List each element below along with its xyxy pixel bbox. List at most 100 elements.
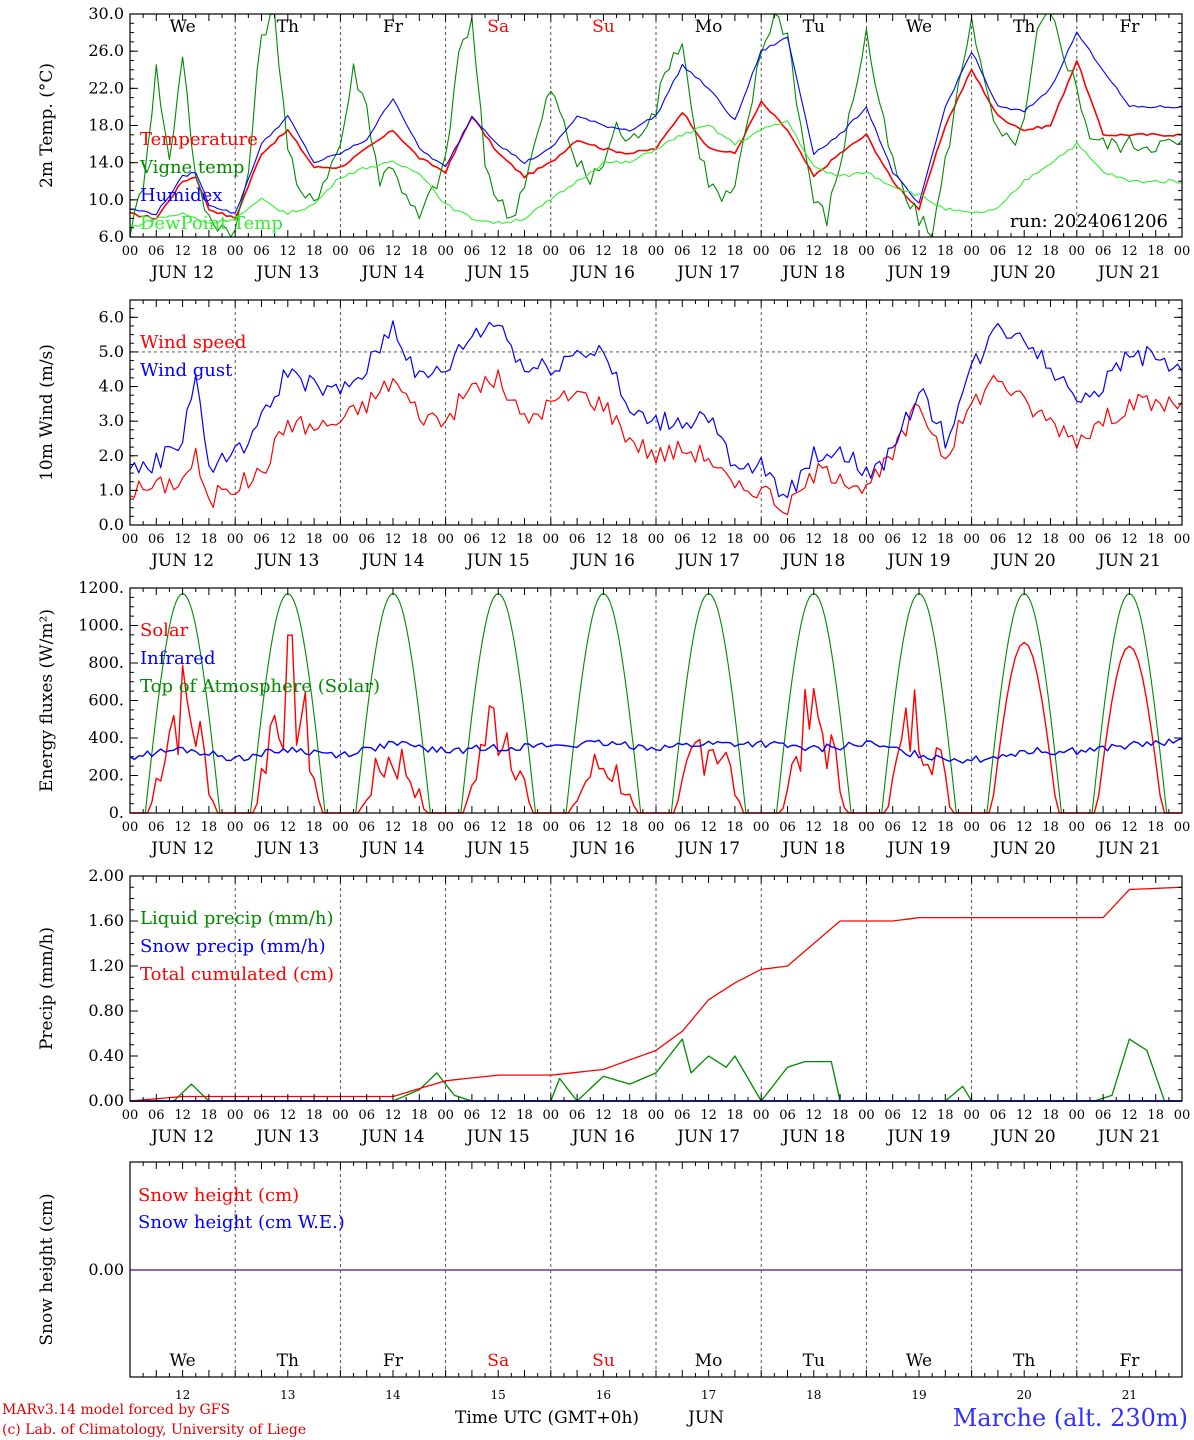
x-hour-tick-label: 00 bbox=[963, 820, 980, 835]
x-hour-tick-label: 06 bbox=[779, 820, 796, 835]
x-hour-tick-label: 18 bbox=[832, 532, 849, 547]
y-tick-label: 0.00 bbox=[88, 1260, 124, 1279]
y-tick-label: 0.0 bbox=[99, 515, 124, 534]
x-hour-tick-label: 18 bbox=[937, 820, 954, 835]
x-hour-tick-label: 12 bbox=[280, 244, 297, 259]
day-name-label: We bbox=[170, 1351, 196, 1371]
x-hour-tick-label: 06 bbox=[884, 532, 901, 547]
y-tick-label: 10.0 bbox=[88, 190, 124, 209]
x-date-label: JUN 19 bbox=[885, 551, 950, 571]
x-hour-tick-label: 06 bbox=[990, 820, 1007, 835]
day-number-label: 20 bbox=[1017, 1388, 1032, 1402]
x-date-label: JUN 20 bbox=[991, 1127, 1056, 1147]
x-date-label: JUN 14 bbox=[359, 263, 424, 283]
x-date-label: JUN 14 bbox=[359, 839, 424, 859]
y-tick-label: 0.40 bbox=[88, 1046, 124, 1065]
x-hour-tick-label: 06 bbox=[990, 244, 1007, 259]
x-hour-tick-label: 00 bbox=[437, 244, 454, 259]
x-hour-tick-label: 06 bbox=[464, 244, 481, 259]
x-hour-tick-label: 06 bbox=[253, 244, 270, 259]
x-hour-tick-label: 12 bbox=[490, 244, 507, 259]
x-hour-tick-label: 18 bbox=[201, 244, 218, 259]
x-hour-tick-label: 06 bbox=[884, 1108, 901, 1123]
x-hour-tick-label: 12 bbox=[280, 1108, 297, 1123]
x-hour-tick-label: 00 bbox=[437, 532, 454, 547]
y-tick-label: 4.0 bbox=[99, 377, 124, 396]
x-hour-tick-label: 18 bbox=[621, 532, 638, 547]
x-hour-tick-label: 12 bbox=[1121, 1108, 1138, 1123]
x-hour-tick-label: 12 bbox=[700, 1108, 717, 1123]
x-hour-tick-label: 06 bbox=[990, 1108, 1007, 1123]
panel-frame-2 bbox=[129, 299, 1183, 526]
y-tick-label: 1000. bbox=[78, 616, 124, 635]
legend-entry: Wind speed bbox=[140, 332, 246, 353]
x-hour-tick-label: 12 bbox=[806, 532, 823, 547]
x-hour-tick-label: 12 bbox=[385, 532, 402, 547]
x-date-label: JUN 21 bbox=[1096, 839, 1161, 859]
y-tick-label: 2.0 bbox=[99, 446, 124, 465]
series-line-green bbox=[129, 13, 1183, 238]
day-name-label: Tu bbox=[803, 1351, 825, 1371]
x-hour-tick-label: 00 bbox=[1174, 532, 1191, 547]
x-hour-tick-label: 06 bbox=[779, 1108, 796, 1123]
panel-frame-1 bbox=[129, 13, 1183, 238]
x-hour-tick-label: 00 bbox=[963, 532, 980, 547]
x-hour-tick-label: 06 bbox=[1095, 244, 1112, 259]
day-number-label: 15 bbox=[491, 1388, 506, 1402]
y-tick-label: 1.60 bbox=[88, 911, 124, 930]
x-date-label: JUN 17 bbox=[675, 263, 740, 283]
text-layer: 6.0 10.0 14.0 18.0 22.0 26.0 30.0 2m Temp. (°C)… bbox=[37, 4, 1190, 1402]
x-hour-tick-label: 18 bbox=[306, 1108, 323, 1123]
x-hour-tick-label: 12 bbox=[595, 1108, 612, 1123]
day-name-label: Su bbox=[592, 17, 615, 37]
x-date-label: JUN 20 bbox=[991, 839, 1056, 859]
x-hour-tick-label: 00 bbox=[648, 820, 665, 835]
x-hour-tick-label: 00 bbox=[1069, 244, 1086, 259]
y-tick-label: 3.0 bbox=[99, 411, 124, 430]
x-hour-tick-label: 06 bbox=[569, 820, 586, 835]
x-hour-tick-label: 12 bbox=[1121, 244, 1138, 259]
x-hour-tick-label: 06 bbox=[674, 820, 691, 835]
x-hour-tick-label: 06 bbox=[358, 532, 375, 547]
legend-entry: Snow height (cm) bbox=[138, 1185, 299, 1206]
legend-entry: Infrared bbox=[140, 648, 215, 669]
x-hour-tick-label: 18 bbox=[201, 820, 218, 835]
x-date-label: JUN 18 bbox=[780, 551, 845, 571]
x-hour-tick-label: 18 bbox=[411, 820, 428, 835]
x-hour-tick-label: 00 bbox=[858, 1108, 875, 1123]
x-hour-tick-label: 18 bbox=[1042, 244, 1059, 259]
x-hour-tick-label: 00 bbox=[543, 1108, 560, 1123]
x-hour-tick-label: 18 bbox=[1147, 532, 1164, 547]
x-hour-tick-label: 18 bbox=[937, 1108, 954, 1123]
x-hour-tick-label: 06 bbox=[148, 1108, 165, 1123]
y-axis-label: Energy fluxes (W/m²) bbox=[37, 609, 57, 792]
x-date-label: JUN 12 bbox=[149, 551, 214, 571]
x-hour-tick-label: 00 bbox=[543, 244, 560, 259]
y-tick-label: 18.0 bbox=[88, 116, 124, 135]
x-hour-tick-label: 06 bbox=[358, 244, 375, 259]
y-tick-label: 22.0 bbox=[88, 78, 124, 97]
x-hour-tick-label: 00 bbox=[1069, 1108, 1086, 1123]
x-hour-tick-label: 06 bbox=[464, 820, 481, 835]
x-hour-tick-label: 00 bbox=[963, 1108, 980, 1123]
x-hour-tick-label: 00 bbox=[648, 1108, 665, 1123]
x-hour-tick-label: 06 bbox=[569, 532, 586, 547]
y-tick-label: 1.20 bbox=[88, 956, 124, 975]
x-date-label: JUN 20 bbox=[991, 551, 1056, 571]
legend-entry: Temperature bbox=[140, 129, 258, 150]
day-number-label: 17 bbox=[701, 1388, 716, 1402]
x-hour-tick-label: 06 bbox=[1095, 1108, 1112, 1123]
x-hour-tick-label: 12 bbox=[174, 1108, 191, 1123]
x-hour-tick-label: 12 bbox=[1016, 244, 1033, 259]
day-name-label: Th bbox=[277, 1351, 299, 1371]
day-name-label: Tu bbox=[803, 17, 825, 37]
lab-credit: (c) Lab. of Climatology, University of L… bbox=[2, 1422, 306, 1438]
x-hour-tick-label: 18 bbox=[937, 244, 954, 259]
x-hour-tick-label: 06 bbox=[253, 1108, 270, 1123]
x-hour-tick-label: 12 bbox=[174, 532, 191, 547]
x-date-label: JUN 18 bbox=[780, 839, 845, 859]
x-hour-tick-label: 18 bbox=[516, 244, 533, 259]
x-hour-tick-label: 00 bbox=[1069, 820, 1086, 835]
x-hour-tick-label: 12 bbox=[700, 532, 717, 547]
x-date-label: JUN 16 bbox=[570, 263, 635, 283]
